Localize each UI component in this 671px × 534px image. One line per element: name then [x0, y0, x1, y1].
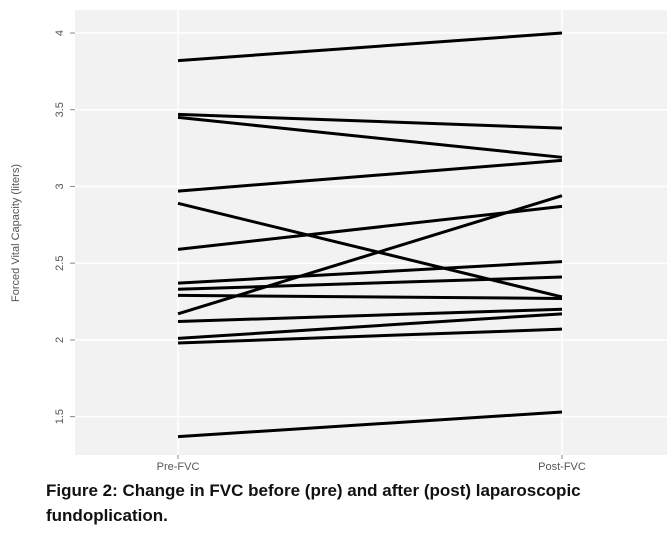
- y-tick-label: 4: [54, 30, 66, 36]
- chart: Forced Vital Capacity (liters) 1.5 2 2.5 3 3…: [10, 10, 667, 473]
- subject-line: [177, 327, 563, 345]
- subject-line: [177, 112, 563, 130]
- y-tick-label: 3.5: [54, 102, 66, 117]
- x-tick-label: Pre-FVC: [157, 461, 200, 470]
- y-axis-title: Forced Vital Capacity (liters): [10, 164, 22, 302]
- y-tick-label: 1.5: [54, 409, 66, 424]
- subject-line: [177, 158, 563, 193]
- subject-line: [177, 115, 563, 159]
- subject-line: [177, 31, 563, 63]
- subject-line: [177, 293, 563, 300]
- subject-line: [177, 201, 563, 299]
- y-tick-label: 2.5: [54, 256, 66, 271]
- subject-line: [177, 307, 563, 323]
- y-tick-label: 2: [54, 337, 66, 343]
- subject-line: [177, 194, 563, 316]
- caption: Figure 2: Change in FVC before (pre) and…: [46, 481, 581, 525]
- subject-line: [177, 312, 563, 340]
- x-tick-label: Post-FVC: [538, 461, 586, 470]
- subject-line: [177, 410, 563, 439]
- y-tick-label: 3: [54, 183, 66, 189]
- subject-line: [177, 204, 563, 251]
- panel: [75, 10, 667, 455]
- subject-line: [177, 275, 563, 291]
- subject-line: [177, 260, 563, 285]
